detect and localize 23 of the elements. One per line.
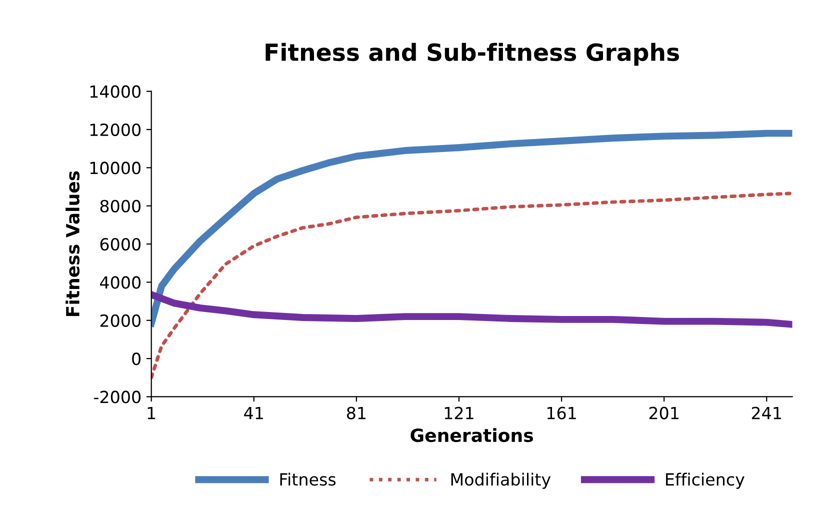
y-tick-label: 6000 [100,238,141,251]
y-tick-label: 14000 [90,85,141,98]
y-tick-label: 4000 [100,276,141,289]
y-tick-label: 8000 [100,200,141,212]
x-axis-title: Generations [410,428,533,442]
x-tick-label: 121 [444,406,474,420]
chart-title: Fitness and Sub-fitness Graphs [266,42,679,66]
y-axis-title: Fitness Values [66,171,80,316]
y-tick-label: 2000 [100,314,141,327]
line-series [151,192,792,380]
legend-label: Modifiability [451,472,551,489]
x-tick-label: 241 [752,406,781,420]
x-tick-label: 1 [148,406,156,420]
y-tick-label: 12000 [90,123,141,136]
x-tick-label: 81 [346,406,366,420]
x-tick-label: 201 [649,406,678,420]
legend-label: Efficiency [666,472,744,489]
y-tick-label: 0 [132,352,141,366]
legend-label: Fitness [280,472,336,486]
y-tick-label: -2000 [94,390,141,404]
x-tick-label: 161 [547,406,576,420]
x-tick-label: 41 [244,406,263,420]
y-tick-label: 10000 [90,162,141,174]
